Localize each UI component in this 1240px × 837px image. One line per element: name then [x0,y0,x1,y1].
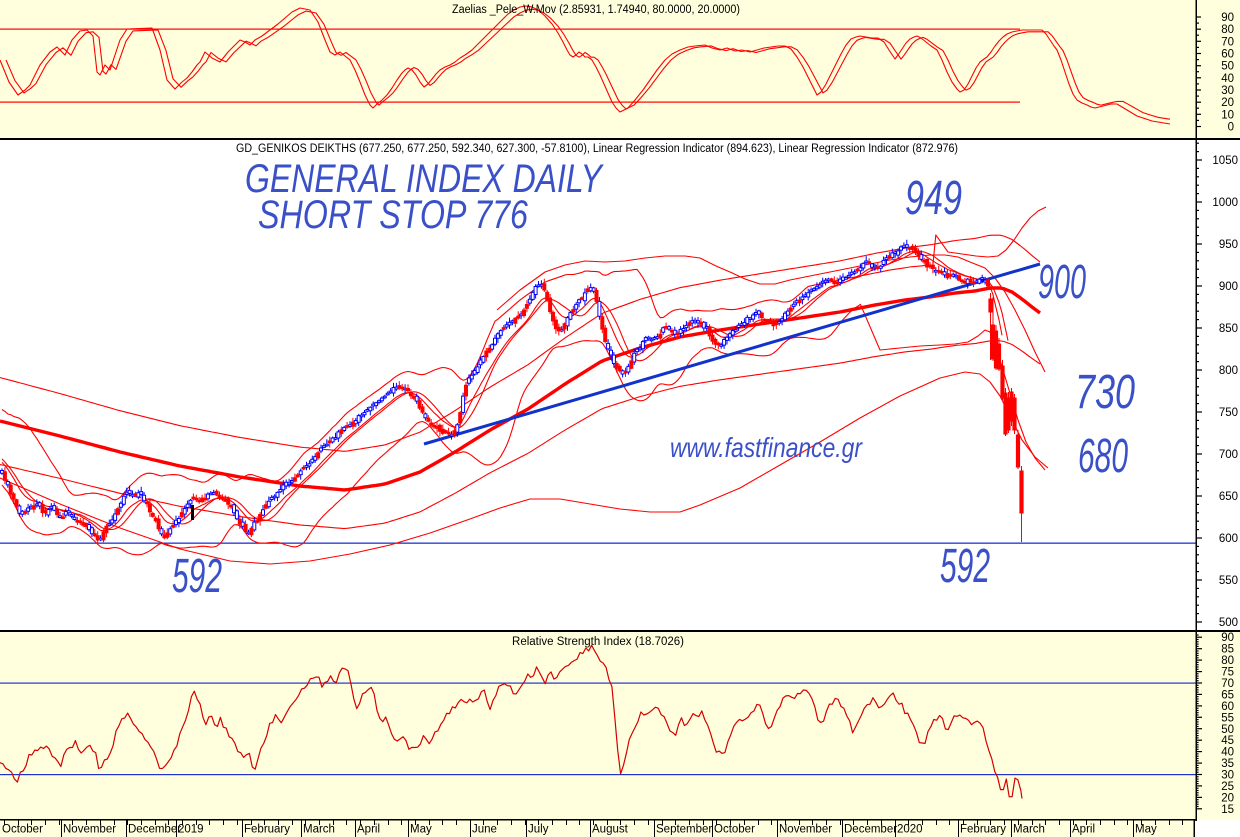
svg-text:500: 500 [1219,617,1238,629]
svg-text:30: 30 [1221,85,1234,97]
svg-text:700: 700 [1219,449,1238,461]
svg-text:December: December [844,824,897,836]
svg-text:592: 592 [940,540,990,593]
svg-text:730: 730 [1075,366,1135,419]
svg-text:40: 40 [1221,747,1234,759]
svg-text:30: 30 [1221,770,1234,782]
svg-text:680: 680 [1078,430,1128,483]
svg-text:November: November [779,824,832,836]
svg-text:75: 75 [1221,667,1234,679]
svg-text:March: March [1013,824,1045,836]
svg-text:35: 35 [1221,758,1234,770]
svg-text:April: April [357,824,380,836]
svg-text:GD_GENIKOS DEIKTHS (677.250, 6: GD_GENIKOS DEIKTHS (677.250, 677.250, 59… [236,143,958,155]
svg-text:May: May [410,824,432,836]
svg-text:80: 80 [1221,24,1234,36]
svg-text:90: 90 [1221,632,1234,644]
svg-text:Relative Strength Index (18.70: Relative Strength Index (18.7026) [512,636,684,648]
svg-text:900: 900 [1038,256,1086,309]
svg-text:October: October [2,824,43,836]
svg-text:45: 45 [1221,735,1234,747]
svg-text:60: 60 [1221,701,1234,713]
svg-text:600: 600 [1219,533,1238,545]
svg-text:90: 90 [1221,12,1234,24]
svg-text:1000: 1000 [1212,197,1238,209]
svg-text:550: 550 [1219,575,1238,587]
svg-text:70: 70 [1221,36,1234,48]
svg-text:1050: 1050 [1212,155,1238,167]
svg-text:August: August [592,824,629,836]
svg-text:10: 10 [1221,109,1234,121]
svg-text:20: 20 [1221,792,1234,804]
svg-text:750: 750 [1219,407,1238,419]
svg-text:May: May [1135,824,1157,836]
svg-text:60: 60 [1221,49,1234,61]
svg-text:2019: 2019 [178,824,204,836]
svg-text:20: 20 [1221,97,1234,109]
svg-text:Zaelias _Pele_W.Mov (2.85931,: Zaelias _Pele_W.Mov (2.85931, 1.74940, 8… [452,4,740,16]
svg-text:80: 80 [1221,655,1234,667]
svg-text:December: December [128,824,181,836]
svg-text:March: March [303,824,335,836]
svg-text:50: 50 [1221,61,1234,73]
svg-text:65: 65 [1221,689,1234,701]
svg-text:November: November [63,824,116,836]
svg-text:85: 85 [1221,644,1234,656]
svg-text:850: 850 [1219,323,1238,335]
svg-text:SHORT STOP 776: SHORT STOP 776 [258,193,529,237]
svg-text:October: October [714,824,755,836]
svg-text:February: February [960,824,1006,836]
svg-text:0: 0 [1228,122,1234,134]
svg-text:70: 70 [1221,678,1234,690]
svg-text:55: 55 [1221,712,1234,724]
svg-text:592: 592 [172,550,222,603]
svg-text:15: 15 [1221,804,1234,816]
svg-text:900: 900 [1219,281,1238,293]
svg-text:February: February [244,824,290,836]
svg-text:July: July [528,824,549,836]
svg-text:September: September [656,824,712,836]
svg-text:650: 650 [1219,491,1238,503]
svg-text:April: April [1072,824,1095,836]
svg-text:GENERAL INDEX DAILY: GENERAL INDEX DAILY [245,157,605,201]
svg-text:2020: 2020 [897,824,923,836]
svg-text:950: 950 [1219,239,1238,251]
svg-text:50: 50 [1221,724,1234,736]
svg-text:June: June [472,824,497,836]
svg-text:800: 800 [1219,365,1238,377]
svg-text:www.fastfinance.gr: www.fastfinance.gr [670,432,863,463]
svg-text:949: 949 [905,172,962,225]
svg-text:25: 25 [1221,781,1234,793]
svg-text:40: 40 [1221,73,1234,85]
